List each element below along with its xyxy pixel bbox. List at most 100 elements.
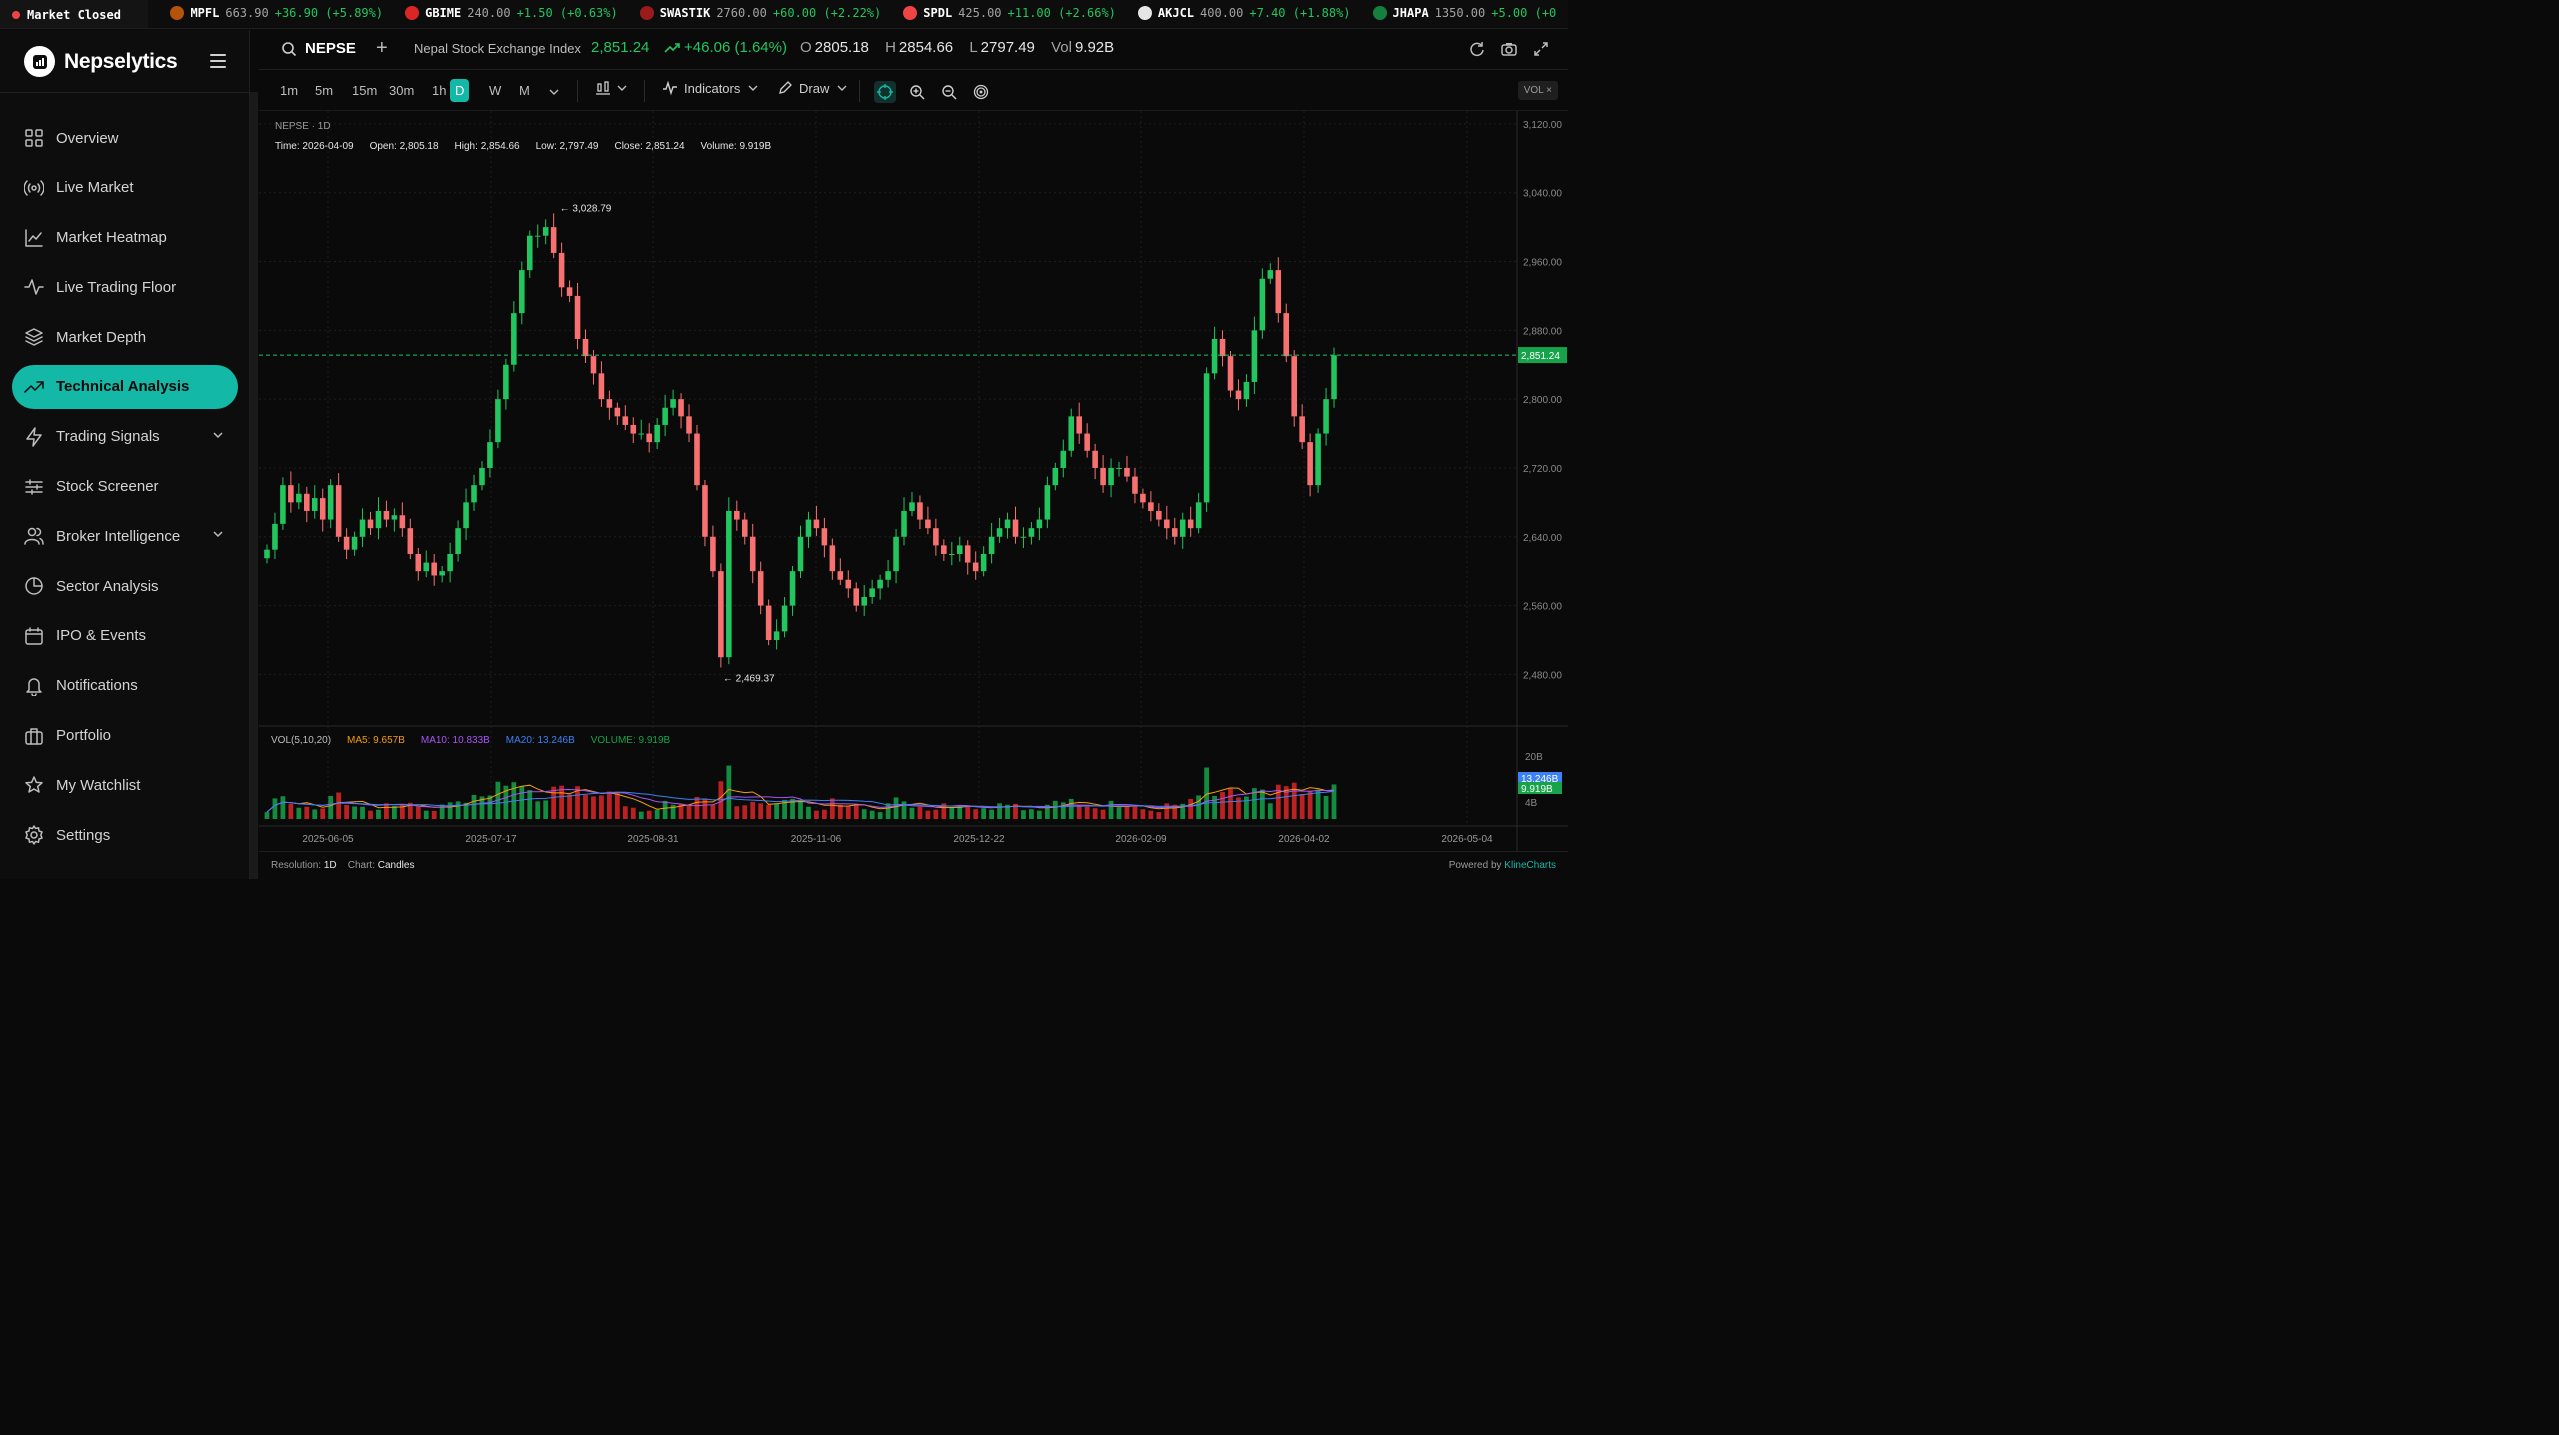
candle: [1028, 528, 1035, 537]
candle: [702, 485, 708, 537]
volume-bar: [328, 795, 334, 819]
search-icon[interactable]: [281, 41, 297, 60]
timeframe-5m[interactable]: 5m: [315, 83, 334, 98]
candle: [1004, 519, 1011, 529]
sidebar-item-settings[interactable]: Settings: [12, 813, 238, 857]
sidebar-item-live-market[interactable]: Live Market: [12, 166, 238, 210]
sidebar-item-market-depth[interactable]: Market Depth: [12, 315, 238, 359]
candle-chart-icon: [596, 81, 610, 95]
ticker-item[interactable]: SPDL 425.00 +11.00 (+2.66%): [903, 6, 1116, 20]
zoom-in-icon[interactable]: [906, 81, 928, 103]
vol-title: VOL(5,10,20): [271, 735, 332, 746]
timeframe-w[interactable]: W: [489, 83, 502, 98]
timeframe-more-icon[interactable]: [543, 81, 565, 103]
target-reset-icon[interactable]: [970, 81, 992, 103]
stock-logo-icon: [170, 6, 185, 20]
candle: [503, 364, 509, 400]
volume-bar: [662, 800, 668, 819]
last-price-tag: [1518, 347, 1567, 364]
candle: [1164, 519, 1170, 529]
sidebar-item-trading-signals[interactable]: Trading Signals: [12, 415, 238, 459]
sidebar-item-stock-screener[interactable]: Stock Screener: [12, 465, 238, 509]
candle: [550, 227, 557, 253]
low-label: L: [969, 39, 978, 56]
candle: [1148, 502, 1154, 511]
ticker-change: +60.00 (+2.22%): [772, 6, 882, 20]
brand[interactable]: Nepselytics: [24, 46, 178, 77]
crosshair-icon[interactable]: [874, 81, 896, 103]
vol-indicator-tag[interactable]: VOL ×: [1517, 81, 1558, 100]
ticker-item[interactable]: JHAPA 1350.00 +5.00 (+0: [1372, 6, 1556, 20]
ticker-item[interactable]: AKJCL 400.00 +7.40 (+1.88%): [1137, 6, 1351, 20]
sidebar-item-ipo-events[interactable]: IPO & Events: [12, 614, 238, 658]
sidebar-item-broker-intelligence[interactable]: Broker Intelligence: [12, 514, 238, 558]
vol-label: Vol: [1051, 39, 1072, 56]
candle: [606, 399, 613, 408]
ticker-item[interactable]: GBIME 240.00 +1.50 (+0.63%): [405, 6, 618, 20]
sidebar-item-notifications[interactable]: Notifications: [12, 664, 238, 708]
candle: [917, 502, 923, 520]
candle: [1036, 519, 1043, 529]
candle: [1124, 467, 1130, 477]
volume-tag: [1518, 772, 1562, 784]
candle: [694, 433, 700, 486]
volume-bar: [965, 805, 971, 819]
sidebar-item-technical-analysis[interactable]: Technical Analysis: [12, 364, 238, 409]
candle: [407, 528, 414, 554]
candle: [311, 498, 318, 511]
ticker-item[interactable]: SWASTIK 2760.00 +60.00 (+2.22%): [639, 6, 882, 20]
time-label: Time:: [275, 141, 300, 152]
timeframe-30m[interactable]: 30m: [389, 83, 415, 98]
timeframe-m[interactable]: M: [519, 83, 530, 98]
candle: [383, 510, 390, 520]
volume-bar: [654, 809, 660, 819]
symbol-name[interactable]: NEPSE: [305, 40, 356, 57]
draw-button[interactable]: Draw: [777, 80, 853, 96]
timeframe-1m[interactable]: 1m: [280, 83, 299, 98]
chart-area[interactable]: 3,120.00 3,040.00 2,960.00 2,880.00 2,800.00…: [259, 111, 1568, 851]
powered-by: Powered by KlineCharts: [1449, 860, 1556, 871]
candlestick-chart[interactable]: 3,120.00 3,040.00 2,960.00 2,880.00 2,800.00…: [259, 111, 1568, 851]
refresh-icon[interactable]: [1468, 40, 1486, 58]
timeframe-15m[interactable]: 15m: [352, 83, 378, 98]
sidebar-item-overview[interactable]: Overview: [12, 116, 238, 160]
camera-icon[interactable]: [1500, 40, 1518, 58]
y-tick-label: 2,720.00: [1523, 464, 1562, 475]
candle: [343, 536, 350, 550]
menu-toggle-icon[interactable]: [210, 54, 226, 68]
volume-bar: [638, 811, 644, 819]
candle: [511, 313, 517, 365]
volume-bar: [543, 800, 549, 819]
min-price-label: ← 2,469.37: [723, 674, 775, 685]
sidebar-item-market-heatmap[interactable]: Market Heatmap: [12, 216, 238, 260]
ticker-item[interactable]: MPFL 663.90 +36.90 (+5.89%): [170, 6, 383, 20]
sidebar-item-live-trading-floor[interactable]: Live Trading Floor: [12, 265, 238, 309]
sidebar-item-my-watchlist[interactable]: My Watchlist: [12, 763, 238, 807]
trending-up-icon: [24, 377, 44, 397]
candle: [1156, 510, 1162, 520]
add-symbol-button[interactable]: +: [376, 37, 388, 59]
candle: [1299, 416, 1305, 443]
volume-bar: [431, 810, 437, 819]
volume-bar: [957, 806, 963, 819]
candle: [574, 295, 581, 339]
volume-bar: [726, 765, 732, 819]
volume-bar: [535, 801, 541, 819]
indicators-button[interactable]: Indicators: [662, 80, 764, 96]
zoom-out-icon[interactable]: [938, 81, 960, 103]
timeframe-d[interactable]: D: [450, 79, 470, 102]
candle: [431, 562, 437, 576]
sidebar-item-label: My Watchlist: [56, 776, 141, 794]
fullscreen-icon[interactable]: [1532, 40, 1550, 58]
sidebar-scrollbar[interactable]: [250, 92, 258, 879]
timeframe-1h[interactable]: 1h: [432, 83, 447, 98]
volume-bar: [1013, 803, 1018, 819]
candle: [980, 553, 987, 572]
powered-by-link[interactable]: KlineCharts: [1504, 860, 1556, 871]
volume-bar: [1196, 795, 1202, 819]
pie-chart-icon: [24, 576, 44, 596]
chart-type-button[interactable]: [595, 80, 633, 96]
sidebar-item-portfolio[interactable]: Portfolio: [12, 714, 238, 758]
star-icon: [24, 775, 44, 795]
sidebar-item-sector-analysis[interactable]: Sector Analysis: [12, 564, 238, 608]
